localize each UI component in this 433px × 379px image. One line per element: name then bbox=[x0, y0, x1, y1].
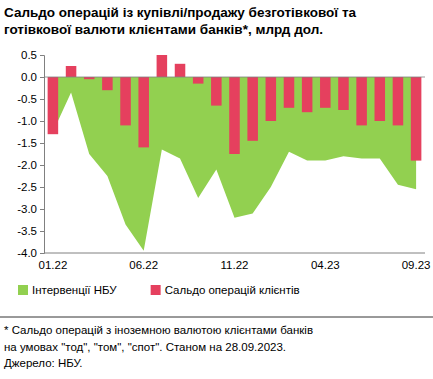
legend-item: Інтервенції НБУ bbox=[18, 284, 117, 296]
y-tick-mark bbox=[40, 99, 44, 100]
bar bbox=[102, 77, 113, 90]
x-axis-line bbox=[44, 253, 425, 254]
x-tick: 06.22 bbox=[129, 253, 158, 271]
legend-swatch bbox=[18, 285, 28, 295]
y-tick: -4.0 bbox=[17, 247, 44, 259]
x-tick: 04.23 bbox=[311, 253, 340, 271]
bar bbox=[175, 64, 186, 77]
y-tick-mark bbox=[40, 187, 44, 188]
bar bbox=[48, 77, 59, 134]
zero-line bbox=[44, 77, 425, 78]
bar bbox=[411, 77, 422, 161]
y-tick-mark bbox=[40, 165, 44, 166]
bar bbox=[356, 77, 367, 125]
x-tick-label: 11.22 bbox=[221, 259, 249, 271]
plot-area bbox=[48, 55, 422, 251]
x-tick-label: 01.22 bbox=[39, 259, 68, 271]
legend-swatch bbox=[151, 285, 161, 295]
x-tick-label: 09.23 bbox=[402, 259, 431, 271]
y-tick-label: -3.5 bbox=[17, 225, 37, 237]
y-tick: -2.0 bbox=[17, 159, 44, 171]
note: на умовах "тод", "том", "спот". Станом н… bbox=[4, 341, 286, 353]
bar bbox=[229, 77, 240, 154]
y-tick: -1.5 bbox=[17, 137, 44, 149]
y-tick-label: 0.0 bbox=[21, 71, 37, 83]
y-tick-label: -4.0 bbox=[17, 247, 37, 259]
y-tick-label: 0.5 bbox=[21, 49, 37, 61]
x-tick-label: 04.23 bbox=[311, 259, 340, 271]
y-tick-label: -2.0 bbox=[17, 159, 37, 171]
bar bbox=[157, 55, 168, 77]
area bbox=[53, 77, 416, 251]
chart: Сальдо операцій із купівлі/продажу безго… bbox=[0, 0, 433, 379]
legend-item: Сальдо операцій клієнтів bbox=[151, 284, 300, 296]
legend-label: Сальдо операцій клієнтів bbox=[165, 284, 300, 296]
y-tick: -1.0 bbox=[17, 115, 44, 127]
y-tick-label: -2.5 bbox=[17, 181, 37, 193]
y-tick-label: -0.5 bbox=[17, 93, 37, 105]
y-tick-mark bbox=[40, 77, 44, 78]
bar bbox=[284, 77, 295, 108]
legend-label: Інтервенції НБУ bbox=[32, 284, 117, 296]
x-tick: 11.22 bbox=[221, 253, 249, 271]
bar bbox=[320, 77, 331, 108]
bar bbox=[120, 77, 131, 125]
y-tick-label: -3.0 bbox=[17, 203, 37, 215]
separator bbox=[0, 317, 433, 318]
bar bbox=[211, 77, 222, 106]
x-tick: 09.23 bbox=[402, 253, 431, 271]
bar bbox=[266, 77, 277, 121]
y-tick: -2.5 bbox=[17, 181, 44, 193]
y-tick: -3.0 bbox=[17, 203, 44, 215]
bar bbox=[375, 77, 386, 121]
bar bbox=[338, 77, 349, 110]
bar bbox=[393, 77, 404, 125]
y-tick-mark bbox=[40, 121, 44, 122]
y-tick: -0.5 bbox=[17, 93, 44, 105]
y-tick-mark bbox=[40, 209, 44, 210]
y-tick-mark bbox=[40, 55, 44, 56]
y-tick: 0.0 bbox=[21, 71, 44, 83]
bar bbox=[193, 77, 204, 84]
x-axis: 01.22 06.22 11.22 04.23 09.23 bbox=[39, 253, 431, 271]
y-tick: 0.5 bbox=[21, 49, 44, 61]
y-tick-mark bbox=[40, 143, 44, 144]
y-tick-mark bbox=[40, 231, 44, 232]
bar bbox=[247, 77, 258, 141]
y-axis-line bbox=[40, 56, 45, 254]
bar bbox=[302, 77, 313, 112]
y-axis: 0.5 0.0 -0.5 -1.0 -1.5 -2.0 -2.5 -3.0 -3.5 -4.0 bbox=[17, 49, 44, 259]
x-tick-label: 06.22 bbox=[129, 259, 158, 271]
y-tick-mark bbox=[40, 253, 44, 254]
note: Джерело: НБУ. bbox=[4, 357, 82, 369]
bar bbox=[138, 77, 149, 147]
bar bbox=[66, 66, 77, 77]
y-tick: -3.5 bbox=[17, 225, 44, 237]
legend: Інтервенції НБУ Сальдо операцій клієнтів bbox=[18, 284, 300, 296]
x-tick: 01.22 bbox=[39, 253, 68, 271]
y-tick-label: -1.0 bbox=[17, 115, 37, 127]
y-tick-label: -1.5 bbox=[17, 137, 37, 149]
note: * Сальдо операцій з іноземною валютою кл… bbox=[4, 324, 313, 336]
title: Сальдо операцій із купівлі/продажу безго… bbox=[4, 5, 357, 37]
